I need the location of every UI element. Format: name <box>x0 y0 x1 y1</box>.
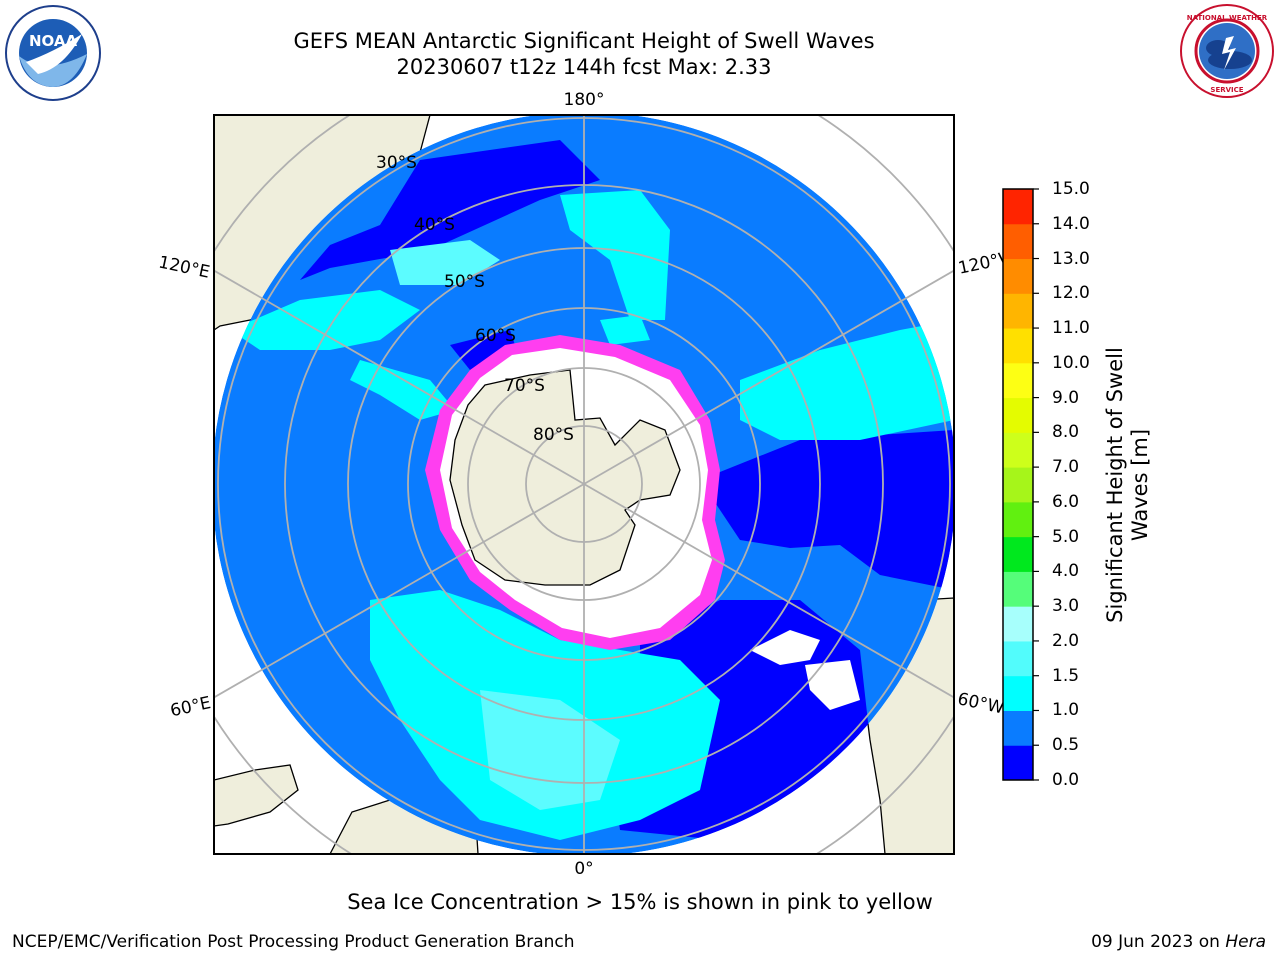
lon-label-60w: 60°W <box>956 689 1006 718</box>
chart-subtitle: 20230607 t12z 144h fcst Max: 2.33 <box>396 55 772 79</box>
longitude-grid <box>214 115 954 854</box>
colorbar-tick-label: 4.0 <box>1052 561 1080 582</box>
noaa-logo: NOAA <box>4 4 102 102</box>
colorbar-tick-label: 8.0 <box>1052 422 1080 443</box>
lat-label-60s: 60°S <box>475 326 516 346</box>
lat-label-50s: 50°S <box>444 272 485 292</box>
map-frame <box>213 114 955 855</box>
lon-label-top: 180° <box>564 90 605 110</box>
colorbar-tick-label: 12.0 <box>1052 283 1090 304</box>
colorbar-segment <box>1003 710 1033 746</box>
colorbar-segment <box>1003 675 1033 711</box>
lat-label-40s: 40°S <box>414 215 455 235</box>
colorbar-tick-label: 6.0 <box>1052 491 1080 512</box>
nws-logo: NATIONAL WEATHER SERVICE <box>1178 2 1276 100</box>
colorbar-tick-label: 13.0 <box>1052 248 1090 269</box>
colorbar-tick-label: 1.0 <box>1052 700 1080 721</box>
footer-date: 09 Jun 2023 on Hera <box>1091 932 1266 952</box>
swell-moderate-region <box>230 290 420 350</box>
colorbar-segment <box>1003 223 1033 260</box>
colorbar-tick-label: 2.0 <box>1052 630 1080 651</box>
swell-moderate-region <box>560 190 670 320</box>
swell-moderate-region <box>390 240 500 285</box>
sea-ice-caption: Sea Ice Concentration > 15% is shown in … <box>347 890 933 914</box>
colorbar <box>1003 188 1039 781</box>
swell-moderate-region <box>350 360 455 420</box>
lon-label-60e: 60°E <box>169 693 213 721</box>
colorbar-tick-label: 0.0 <box>1052 770 1080 790</box>
colorbar-segment <box>1003 745 1033 781</box>
ice-patch <box>805 660 860 710</box>
colorbar-segment <box>1003 328 1033 364</box>
colorbar-segment <box>1003 293 1033 329</box>
swell-moderate-region <box>740 320 954 440</box>
colorbar-segment <box>1003 189 1033 225</box>
lon-label-bottom: 0° <box>574 859 593 879</box>
colorbar-tick-label: 15.0 <box>1052 179 1090 199</box>
footer-date-text: 09 Jun 2023 on <box>1091 932 1226 952</box>
colorbar-tick-label: 14.0 <box>1052 213 1090 234</box>
swell-low-region <box>300 140 600 280</box>
colorbar-tick-label: 0.5 <box>1052 735 1080 756</box>
colorbar-frame <box>1002 188 1034 781</box>
colorbar-tick-label: 10.0 <box>1052 352 1090 373</box>
colorbar-tick-label: 7.0 <box>1052 457 1080 478</box>
colorbar-tick-label: 5.0 <box>1052 526 1080 547</box>
colorbar-tick-label: 9.0 <box>1052 387 1080 408</box>
lat-label-70s: 70°S <box>504 376 545 396</box>
colorbar-segment <box>1003 571 1033 607</box>
colorbar-segment <box>1003 432 1033 468</box>
svg-text:NATIONAL WEATHER: NATIONAL WEATHER <box>1187 14 1268 22</box>
colorbar-tick-label: 11.0 <box>1052 318 1090 339</box>
svg-text:SERVICE: SERVICE <box>1210 86 1243 94</box>
land-antarctica <box>449 369 681 586</box>
colorbar-segment <box>1003 397 1033 433</box>
svg-text:NOAA: NOAA <box>29 32 78 50</box>
footer-host: Hera <box>1225 932 1266 952</box>
colorbar-segment <box>1003 362 1033 399</box>
lat-label-30s: 30°S <box>376 153 417 173</box>
lat-label-80s: 80°S <box>533 425 574 445</box>
colorbar-segment <box>1003 606 1033 642</box>
colorbar-label: Significant Height of Swell Waves [m] <box>1103 347 1152 623</box>
colorbar-segment <box>1003 501 1033 538</box>
footer-credit: NCEP/EMC/Verification Post Processing Pr… <box>12 932 575 952</box>
colorbar-tick-label: 1.5 <box>1052 665 1080 686</box>
ice-patch <box>750 630 820 665</box>
colorbar-segment <box>1003 640 1033 677</box>
colorbar-segment <box>1003 258 1033 294</box>
swell-moderate-region <box>600 315 650 345</box>
colorbar-tick-label: 3.0 <box>1052 596 1080 617</box>
colorbar-segment <box>1003 536 1033 572</box>
swell-low-region <box>700 430 954 590</box>
chart-title: GEFS MEAN Antarctic Significant Height o… <box>293 29 875 53</box>
colorbar-segment <box>1003 467 1033 503</box>
lon-label-120e: 120°E <box>157 252 212 282</box>
